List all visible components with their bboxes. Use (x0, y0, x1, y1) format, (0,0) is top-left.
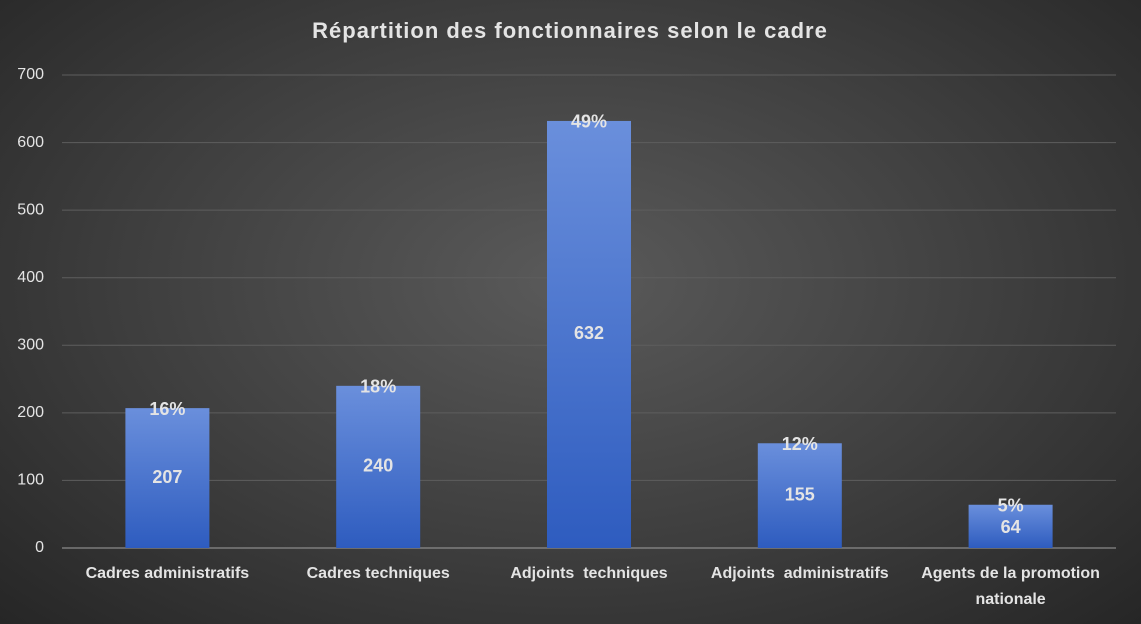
bar (125, 408, 210, 548)
y-tick-label: 300 (17, 337, 44, 354)
y-tick-label: 100 (17, 472, 44, 489)
value-label: 207 (152, 467, 182, 487)
x-tick-label: Agents de la promotion nationale (921, 565, 1105, 608)
value-label: 64 (1001, 517, 1021, 537)
bar (968, 504, 1053, 548)
value-label: 632 (574, 323, 604, 343)
y-tick-label: 500 (17, 201, 44, 218)
y-tick-label: 200 (17, 404, 44, 421)
share-label: 18% (360, 377, 396, 397)
share-label: 12% (782, 434, 818, 454)
bar (336, 385, 421, 548)
share-label: 5% (998, 496, 1024, 516)
share-label: 16% (149, 399, 185, 419)
x-tick-label: Adjoints techniques (510, 565, 668, 582)
chart-title: Répartition des fonctionnaires selon le … (312, 18, 828, 43)
bar (547, 120, 631, 548)
y-tick-label: 600 (17, 134, 44, 151)
x-tick-label: Cadres techniques (306, 565, 450, 582)
value-label: 240 (363, 456, 393, 476)
x-tick-label: Adjoints administratifs (710, 565, 889, 582)
y-tick-label: 0 (35, 539, 44, 556)
value-label: 155 (785, 484, 815, 504)
share-label: 49% (571, 112, 607, 132)
y-tick-label: 400 (17, 269, 44, 286)
x-tick-label: Cadres administratifs (85, 565, 250, 582)
bar (757, 443, 842, 548)
y-tick-label: 700 (17, 66, 44, 83)
